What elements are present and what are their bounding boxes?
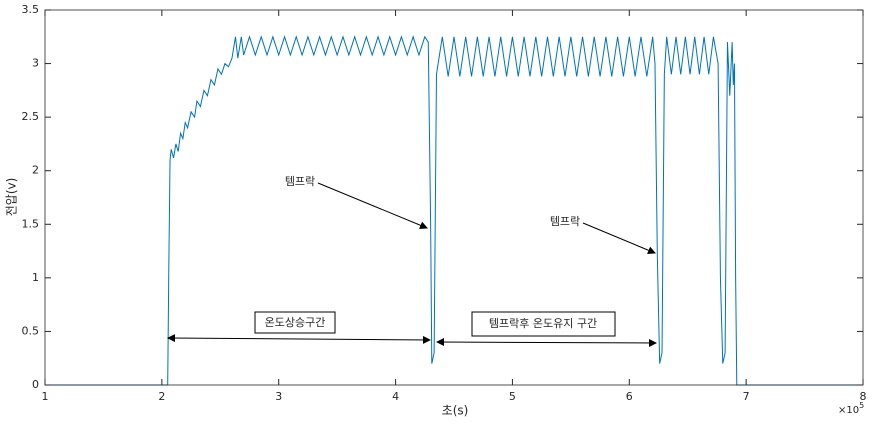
y-tick-label: 2 [32,164,39,177]
x-tick-label: 5 [509,390,516,403]
y-tick-label: 0.5 [22,324,40,337]
y-tick-label: 3 [32,57,39,70]
y-tick-label: 3.5 [22,3,40,16]
y-tick-label: 0 [32,378,39,391]
plot-frame [44,9,864,386]
annotation-box [254,311,336,334]
annotation-arrow [582,222,656,254]
x-tick-label: 7 [743,390,750,403]
x-tick-label: 3 [275,390,282,403]
x-tick-label: 8 [860,390,867,403]
x-exponent-power: 5 [859,401,864,410]
x-tick-label: 2 [158,390,165,403]
x-exponent-base: ×10 [838,405,859,416]
annotation-arrow [167,334,431,344]
annotation: 템프락 [550,215,580,228]
annotation: 템프락 [285,175,315,188]
x-axis-label: 초(s) [442,404,469,418]
x-tick-label: 6 [626,390,633,403]
y-axis-label: 전압(v) [5,178,19,217]
annotation-box [471,311,616,337]
data-line [45,35,863,386]
y-tick-label: 1 [32,271,39,284]
annotation: 온도상승구간 [265,316,326,329]
x-tick-label: 1 [42,390,49,403]
y-tick-label: 2.5 [22,110,40,123]
x-exponent: ×105 [838,401,864,417]
x-tick-label: 4 [392,390,399,403]
y-tick-label: 1.5 [22,217,40,230]
annotation-arrow [436,338,657,347]
annotation-arrow [317,182,428,230]
annotation: 템프락후 온도유지 구간 [489,317,597,330]
